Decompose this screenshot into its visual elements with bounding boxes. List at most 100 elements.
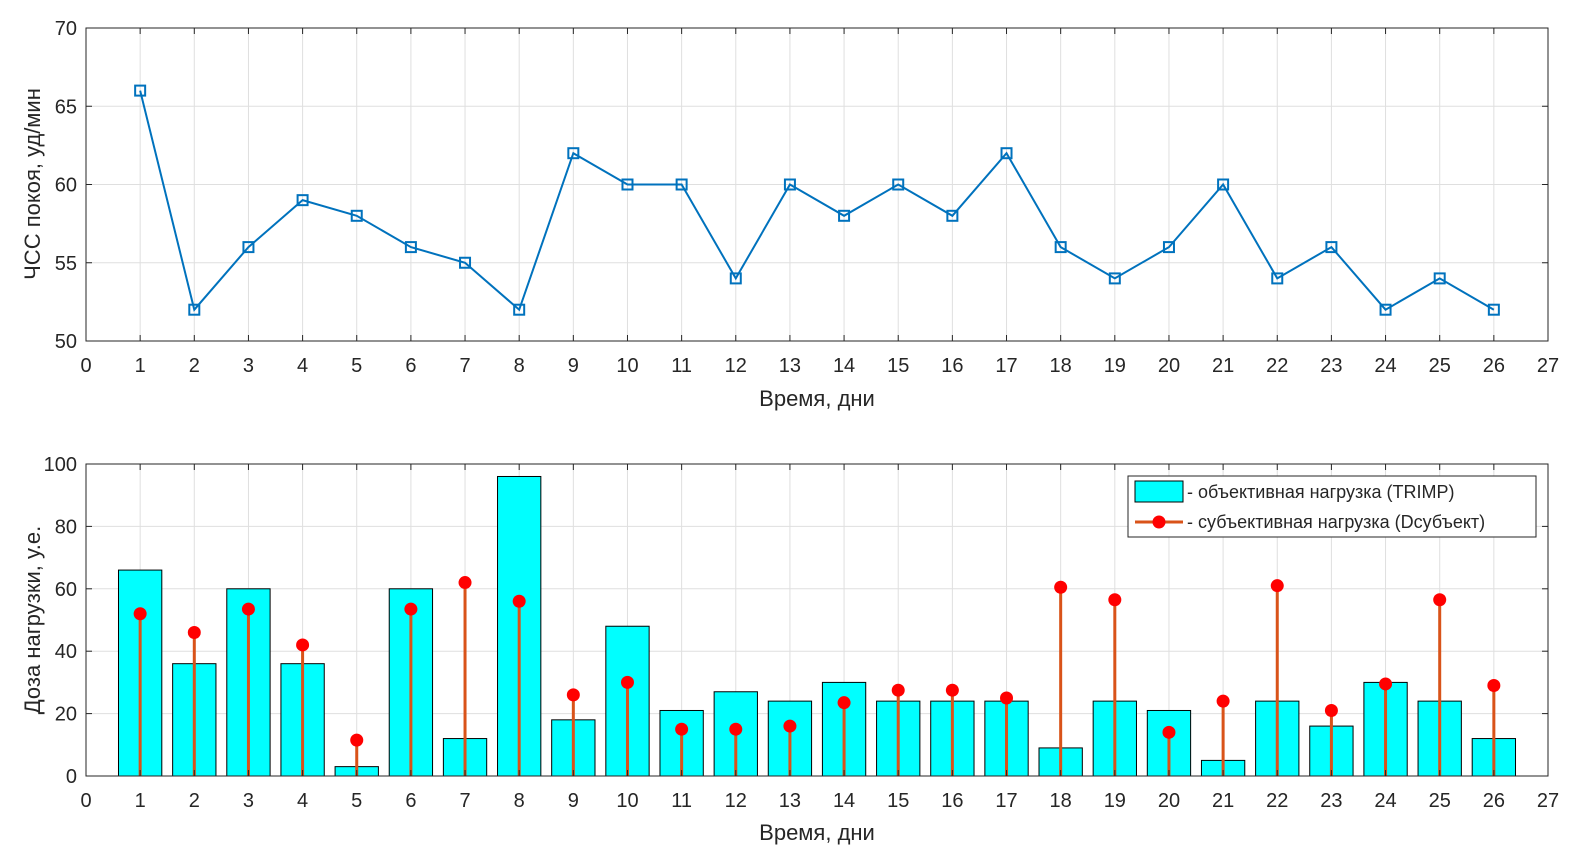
ax1-ytick-label: 60 [55, 175, 77, 197]
hr-point [350, 209, 363, 222]
hr-point [242, 241, 255, 254]
subjective-point [620, 675, 634, 689]
hr-point [675, 178, 688, 191]
ax1-ticks: 0 1 2 3 4 5 6 7 8 9 10 11 12 13 14 15 16 17 18 19 20 21 22 23 24… [55, 18, 1559, 377]
ax2-xlabel: Время, дни [759, 820, 875, 845]
hr-point [783, 178, 796, 191]
ax2-xtick-label: 22 [1266, 790, 1288, 812]
ax1-ylabel: ЧСС покоя, уд/мин [20, 88, 45, 280]
ax2-xtick-label: 17 [995, 790, 1017, 812]
subjective-point [1054, 580, 1068, 594]
ax1-xtick-label: 5 [351, 355, 362, 377]
ax2-frame [85, 463, 1549, 777]
legend-bar-swatch [1134, 480, 1184, 503]
load-chart: 0 1 2 3 4 5 6 7 8 9 10 11 12 13 14 15 16 17 18 19 20 21 22 23 24… [20, 454, 1559, 845]
ax1-series [134, 84, 1500, 316]
subjective-point [1000, 691, 1014, 705]
subjective-point [1216, 694, 1230, 708]
ax1-xtick-label: 27 [1537, 355, 1559, 377]
hr-point [1054, 241, 1067, 254]
ax1-xtick-label: 18 [1050, 355, 1072, 377]
legend: - объективная нагрузка (TRIMP) - субъект… [1127, 475, 1537, 538]
legend-label-trimp: - объективная нагрузка (TRIMP) [1187, 482, 1454, 502]
ax1-xtick-label: 22 [1266, 355, 1288, 377]
ax2-ytick-label: 60 [55, 579, 77, 601]
ax1-xtick-label: 19 [1104, 355, 1126, 377]
ax1-xtick-label: 3 [243, 355, 254, 377]
hr-point [1325, 241, 1338, 254]
ax1-xtick-label: 21 [1212, 355, 1234, 377]
hr-point [1108, 272, 1121, 285]
ax2-xtick-label: 5 [351, 790, 362, 812]
ax1-ytick-label: 50 [55, 331, 77, 353]
subjective-point [1270, 579, 1284, 593]
ax2-xtick-label: 9 [568, 790, 579, 812]
hr-point [621, 178, 634, 191]
hr-point [892, 178, 905, 191]
subjective-point [1487, 679, 1501, 693]
hr-point [1000, 147, 1013, 160]
ax1-ytick-label: 70 [55, 18, 77, 40]
ax1-xtick-label: 17 [995, 355, 1017, 377]
hr-point [1433, 272, 1446, 285]
ax2-xtick-label: 4 [297, 790, 308, 812]
ax1-ytick-label: 65 [55, 96, 77, 118]
ax2-xtick-label: 27 [1537, 790, 1559, 812]
ax2-xtick-label: 10 [616, 790, 638, 812]
ax1-xtick-label: 2 [189, 355, 200, 377]
ax2-ytick-label: 20 [55, 704, 77, 726]
ax1-xtick-label: 11 [671, 355, 692, 377]
ax1-xtick-label: 7 [459, 355, 470, 377]
hr-point [1379, 303, 1392, 316]
ax1-xtick-label: 25 [1429, 355, 1451, 377]
subjective-point [675, 722, 689, 736]
hr-point [459, 256, 472, 269]
hr-point [134, 84, 147, 97]
ax2-ytick-label: 80 [55, 516, 77, 538]
hr-point [188, 303, 201, 316]
hr-point [838, 209, 851, 222]
subjective-point [187, 625, 201, 639]
ax2-xtick-label: 15 [887, 790, 909, 812]
subjective-point [1108, 593, 1122, 607]
ax2-ticks: 0 1 2 3 4 5 6 7 8 9 10 11 12 13 14 15 16 17 18 19 20 21 22 23 24… [44, 454, 1560, 812]
hr-point [1271, 272, 1284, 285]
hr-point [729, 272, 742, 285]
ax2-xtick-label: 3 [243, 790, 254, 812]
subjective-point [1379, 677, 1393, 691]
ax1-xtick-label: 9 [568, 355, 579, 377]
ax1-xtick-label: 16 [941, 355, 963, 377]
ax2-xtick-label: 26 [1483, 790, 1505, 812]
ax2-xtick-label: 20 [1158, 790, 1180, 812]
ax1-ytick-label: 55 [55, 253, 77, 275]
subjective-point [837, 696, 851, 710]
ax1-xtick-label: 6 [405, 355, 416, 377]
ax1-xtick-label: 24 [1374, 355, 1396, 377]
ax2-xtick-label: 12 [725, 790, 747, 812]
ax1-xtick-label: 8 [514, 355, 525, 377]
ax2-xtick-label: 1 [135, 790, 146, 812]
subjective-point [1324, 703, 1338, 717]
ax2-xtick-label: 13 [779, 790, 801, 812]
ax1-xtick-label: 14 [833, 355, 855, 377]
ax1-xtick-label: 10 [616, 355, 638, 377]
subjective-point [133, 607, 147, 621]
ax2-ytick-label: 0 [66, 766, 77, 788]
ax1-xlabel: Время, дни [759, 386, 875, 411]
ax2-xtick-label: 24 [1374, 790, 1396, 812]
ax1-xtick-label: 1 [135, 355, 146, 377]
ax2-xtick-label: 18 [1050, 790, 1072, 812]
subjective-point [945, 683, 959, 697]
ax2-xtick-label: 6 [405, 790, 416, 812]
ax1-xtick-label: 0 [80, 355, 91, 377]
ax2-xtick-label: 8 [514, 790, 525, 812]
hr-point [1162, 241, 1175, 254]
hr-point [1217, 178, 1230, 191]
subjective-point [729, 722, 743, 736]
ax1-xtick-label: 26 [1483, 355, 1505, 377]
ax2-xtick-label: 2 [189, 790, 200, 812]
ax2-xtick-label: 16 [941, 790, 963, 812]
ax2-xtick-label: 11 [671, 790, 692, 812]
legend-stem-marker [1152, 515, 1166, 529]
